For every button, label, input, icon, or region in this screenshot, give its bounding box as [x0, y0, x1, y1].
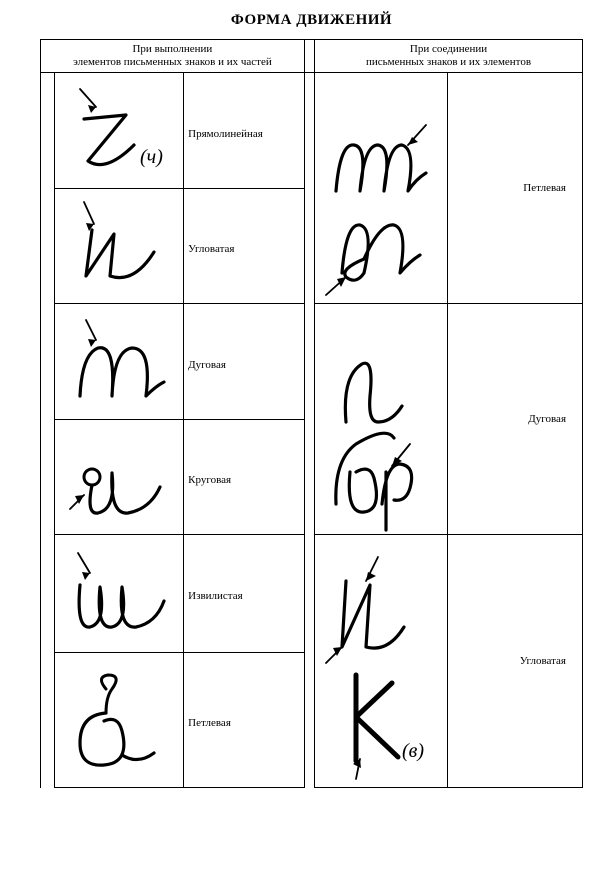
glyph-straight: (ч) [55, 73, 184, 189]
header-left-line2: элементов письменных знаков и их частей [73, 56, 272, 68]
label-wavy: Извилистая [184, 535, 305, 652]
glyph-wavy [55, 535, 184, 652]
header-spacer [304, 40, 314, 73]
left-spine [41, 73, 55, 304]
spacer-cell [304, 73, 314, 304]
table-row: Извилистая [41, 535, 583, 652]
header-right-line1: При соединении [410, 43, 487, 55]
left-spine [41, 304, 55, 535]
header-left: При выполнении элементов письменных знак… [41, 40, 305, 73]
label-angular-right: Угловатая [447, 535, 582, 788]
spacer-cell [304, 304, 314, 535]
glyph-loop-right [315, 73, 448, 304]
glyph-circular [55, 419, 184, 535]
glyph-arc-right [315, 304, 448, 535]
glyph-angular-right: (в) [315, 535, 448, 788]
annotation-v: (в) [402, 740, 424, 762]
table-header-row: При выполнении элементов письменных знак… [41, 40, 583, 73]
page-title: ФОРМА ДВИЖЕНИЙ [40, 12, 583, 29]
left-spine [41, 535, 55, 788]
header-left-line1: При выполнении [132, 43, 212, 55]
movement-forms-table: При выполнении элементов письменных знак… [40, 39, 583, 788]
spacer-cell [304, 535, 314, 788]
glyph-loop-left [55, 652, 184, 788]
label-arc: Дуговая [184, 304, 305, 420]
header-right-line2: письменных знаков и их элементов [366, 56, 531, 68]
table-row: (ч) Прямолинейная [41, 73, 583, 189]
label-straight: Прямолинейная [184, 73, 305, 189]
glyph-arc [55, 304, 184, 420]
glyph-angular [55, 188, 184, 304]
label-loop-left: Петлевая [184, 652, 305, 788]
table-row: Дуговая Дуговая [41, 304, 583, 420]
label-circular: Круговая [184, 419, 305, 535]
label-arc-right: Дуговая [447, 304, 582, 535]
annotation-ch: (ч) [140, 146, 163, 168]
header-right: При соединении письменных знаков и их эл… [315, 40, 583, 73]
label-loop-right: Петлевая [447, 73, 582, 304]
label-angular: Угловатая [184, 188, 305, 304]
